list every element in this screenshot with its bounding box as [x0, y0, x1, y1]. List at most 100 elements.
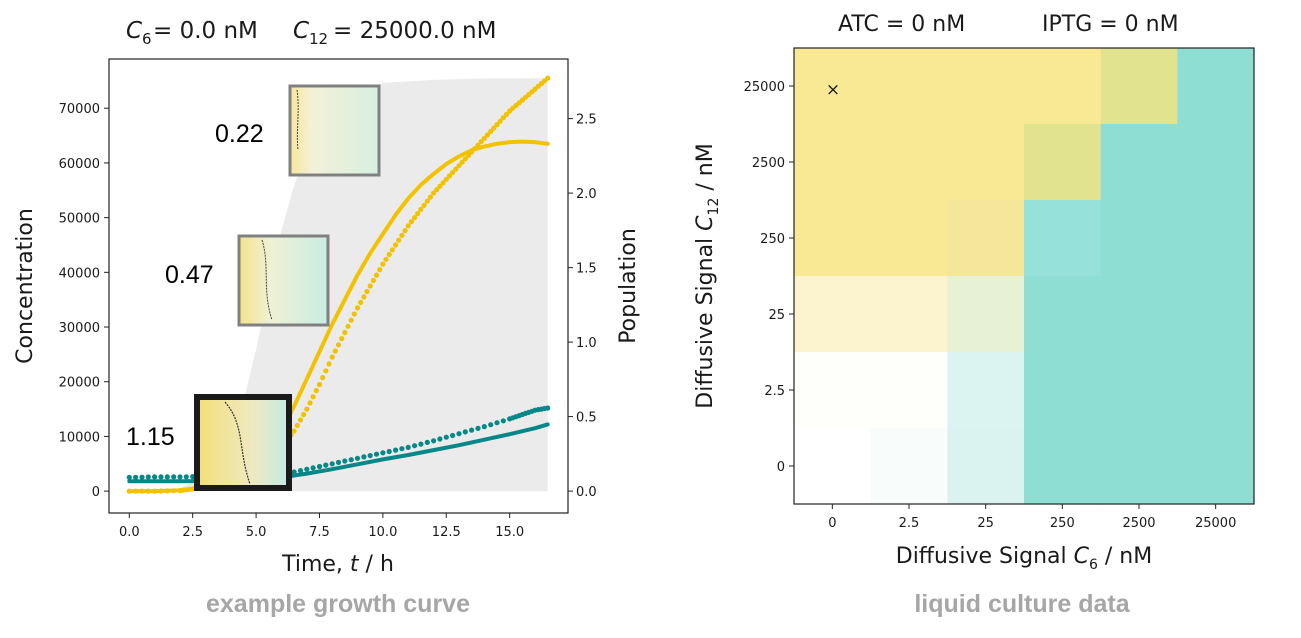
- left-axes-frame: [108, 58, 569, 514]
- left-y-tick-label: 0: [92, 485, 100, 500]
- yellow-dotted-series-point: [421, 202, 427, 208]
- teal-dotted-series-point: [139, 474, 145, 480]
- heatmap-cell: [794, 48, 872, 125]
- yellow-dotted-series-point: [316, 381, 323, 388]
- heatmap-cell: [947, 276, 1025, 353]
- left-x-ticks: 0.0 2.5 5.0 7.5 10.0 12.5 15.0: [119, 513, 524, 540]
- yellow-dotted-series-point: [465, 152, 472, 158]
- teal-dotted-series-point: [475, 425, 481, 431]
- left-x-tick-label: 12.5: [432, 525, 461, 540]
- teal-dotted-series-point: [152, 474, 158, 480]
- teal-dotted-series-point: [500, 418, 506, 424]
- yellow-dotted-series-point: [396, 237, 402, 243]
- heatmap-y-tick-label: 25: [768, 308, 785, 323]
- heatmap-cell: [1177, 352, 1255, 429]
- teal-dotted-series-point: [177, 474, 183, 480]
- yellow-dotted-series-point: [462, 156, 468, 162]
- yellow-dotted-series-point: [484, 132, 491, 138]
- yellow-dotted-series-point: [405, 223, 411, 229]
- left-title-c12-sub: 12: [309, 30, 328, 48]
- yellow-dotted-series-point: [364, 288, 370, 295]
- yellow-dotted-series-point: [304, 406, 310, 412]
- inset-1.15: 1.15: [126, 394, 292, 491]
- right-caption: liquid culture data: [914, 590, 1130, 618]
- left-y-tick-label: 60000: [59, 157, 100, 172]
- teal-dotted-series-point: [297, 468, 304, 474]
- teal-dotted-series-point: [405, 444, 411, 450]
- yellow-dotted-series-point: [345, 323, 351, 329]
- teal-dotted-series-point: [304, 466, 310, 472]
- teal-dotted-series-point: [183, 474, 189, 480]
- left-title-c6-sub: 6: [142, 30, 152, 48]
- yellow-dotted-series-point: [472, 146, 478, 152]
- teal-dotted-series-point: [316, 463, 323, 470]
- liquid-culture-heatmap: ATC = 0 nM IPTG = 0 nM × 0 2.5 25 250 2500 25…: [693, 12, 1255, 618]
- left-x-axis-label: Time, t / h: [281, 552, 394, 577]
- yellow-dotted-series-point: [456, 163, 462, 169]
- yellow-dotted-series-point: [408, 219, 414, 225]
- teal-dotted-series-point: [348, 457, 354, 463]
- yellow-dotted-series-point: [469, 149, 475, 155]
- yellow-dotted-series-point: [450, 169, 456, 176]
- left-title-c12-value: = 25000.0 nM: [333, 18, 496, 44]
- yellow-dotted-series-point: [297, 417, 304, 423]
- yellow-dotted-series-point: [310, 394, 316, 400]
- teal-dotted-series-point: [367, 453, 373, 459]
- heatmap-cell: [1100, 48, 1178, 125]
- heatmap-cell: [1100, 200, 1178, 277]
- teal-dotted-series-point: [437, 436, 443, 442]
- yellow-dotted-series-point: [367, 283, 373, 289]
- yellow-dotted-series-point: [354, 305, 361, 311]
- yellow-dotted-series-point: [459, 159, 465, 165]
- left-y-axis-label: Concentration: [13, 208, 38, 364]
- left-y2-axis-label: Population: [616, 228, 641, 344]
- yellow-dotted-series-point: [313, 388, 319, 394]
- yellow-dotted-series-point: [412, 215, 418, 221]
- teal-dotted-series-point: [380, 450, 386, 456]
- teal-dotted-series-point: [431, 438, 437, 444]
- heatmap-cell: [870, 200, 948, 277]
- yellow-dotted-series-point: [481, 135, 487, 141]
- teal-dotted-series-point: [171, 474, 177, 480]
- yellow-dotted-series-point: [326, 361, 332, 367]
- yellow-dotted-series-point: [424, 198, 430, 204]
- yellow-dotted-series-point: [291, 428, 297, 434]
- heatmap-cell: [947, 352, 1025, 429]
- left-y-tick-label: 30000: [59, 321, 100, 336]
- yellow-dotted-series-point: [339, 336, 345, 342]
- right-title-iptg: IPTG = 0 nM: [1042, 12, 1179, 37]
- heatmap-cell: [1100, 352, 1178, 429]
- teal-dotted-series-point: [399, 446, 405, 452]
- heatmap-y-tick-label: 2500: [752, 156, 785, 171]
- yellow-dotted-series-point: [393, 242, 399, 248]
- heatmap-cell: [1177, 428, 1255, 505]
- heatmap-y-tick-label: 250: [760, 232, 785, 247]
- heatmap-cell: [1024, 352, 1102, 429]
- yellow-dotted-series-point: [497, 118, 503, 124]
- heatmap-cell: [794, 124, 872, 201]
- teal-dotted-series-point: [323, 462, 329, 468]
- teal-dotted-series-point: [361, 454, 367, 460]
- yellow-dotted-series-point: [158, 488, 164, 494]
- yellow-dotted-series-point: [133, 488, 139, 494]
- left-y2-ticks: 0.0 0.5 1.0 1.5 2.0 2.5: [568, 113, 597, 500]
- inset-label-0.22: 0.22: [215, 120, 264, 148]
- heatmap-cell: [947, 200, 1025, 277]
- yellow-dotted-series-point: [437, 183, 443, 189]
- left-y2-tick-label: 0.0: [576, 485, 597, 500]
- yellow-dotted-series-point: [342, 329, 348, 336]
- teal-dotted-series-point: [462, 429, 468, 435]
- left-y-tick-label: 50000: [59, 212, 100, 227]
- yellow-dotted-series-point: [431, 190, 437, 196]
- heatmap-cell: [794, 428, 872, 505]
- left-caption: example growth curve: [206, 590, 470, 618]
- inset-label-0.47: 0.47: [165, 261, 214, 289]
- left-y-tick-label: 70000: [59, 102, 100, 117]
- left-y2-tick-label: 1.0: [576, 336, 597, 351]
- heatmap-frame: [793, 47, 1255, 505]
- heatmap-x-ticks: 0 2.5 25 250 2500 25000: [828, 504, 1236, 531]
- teal-dotted-series-point: [329, 461, 335, 467]
- heatmap-x-tick-label: 2.5: [899, 516, 920, 531]
- yellow-dotted-series-point: [383, 256, 389, 262]
- growth-curve-chart: C 6 = 0.0 nM C 12 = 25000.0 nM 0.0 2.5 5.0…: [13, 18, 641, 618]
